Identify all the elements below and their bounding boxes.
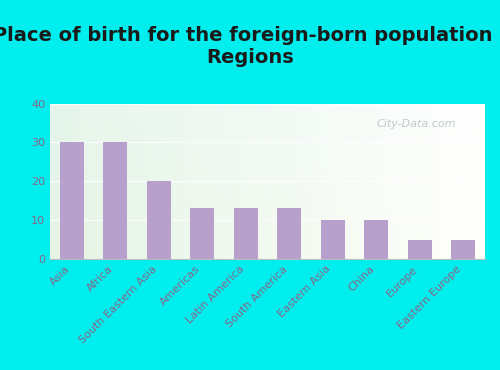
Bar [278, 209, 301, 259]
Bar [452, 240, 475, 259]
Bar [147, 181, 171, 259]
Bar [104, 142, 127, 259]
Bar [190, 209, 214, 259]
Bar [234, 209, 258, 259]
Bar [408, 240, 432, 259]
Bar [60, 142, 84, 259]
Bar [364, 220, 388, 259]
Bar [321, 220, 344, 259]
Text: City-Data.com: City-Data.com [376, 119, 456, 129]
Text: Place of birth for the foreign-born population -
Regions: Place of birth for the foreign-born popu… [0, 26, 500, 67]
